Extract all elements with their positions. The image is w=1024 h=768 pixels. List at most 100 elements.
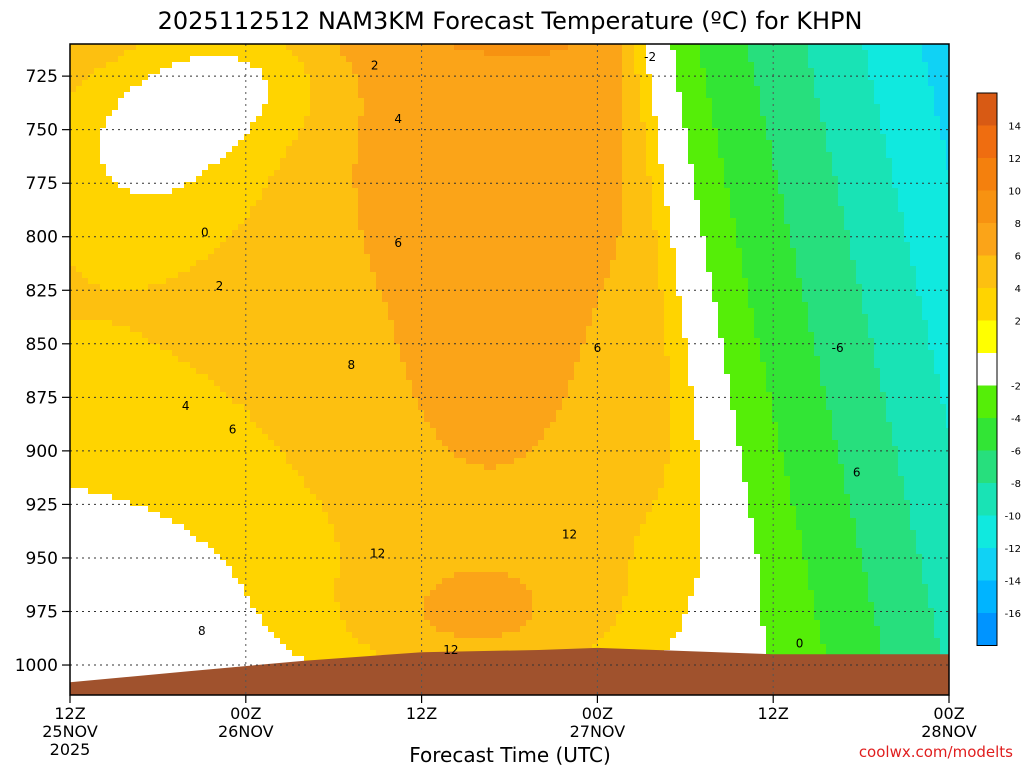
field-cell: [730, 164, 737, 171]
field-cell: [922, 188, 929, 195]
field-cell: [442, 242, 449, 249]
field-cell: [76, 176, 83, 183]
field-cell: [820, 236, 827, 243]
field-cell: [808, 242, 815, 249]
field-cell: [838, 62, 845, 69]
field-cell: [166, 158, 173, 165]
field-cell: [322, 164, 329, 171]
field-cell: [538, 188, 545, 195]
field-cell: [208, 50, 215, 57]
field-cell: [856, 224, 863, 231]
field-cell: [676, 56, 683, 63]
field-cell: [70, 200, 77, 207]
field-cell: [514, 110, 521, 117]
field-cell: [670, 62, 677, 69]
field-cell: [406, 110, 413, 117]
field-cell: [568, 86, 575, 93]
field-cell: [706, 176, 713, 183]
field-cell: [424, 242, 431, 249]
field-cell: [934, 122, 941, 129]
field-cell: [712, 140, 719, 147]
field-cell: [160, 68, 167, 75]
field-cell: [586, 122, 593, 129]
field-cell: [940, 182, 947, 189]
field-cell: [292, 152, 299, 159]
field-cell: [610, 44, 617, 51]
field-cell: [640, 152, 647, 159]
field-cell: [298, 230, 305, 237]
field-cell: [310, 218, 317, 225]
field-cell: [514, 128, 521, 135]
field-cell: [280, 62, 287, 69]
field-cell: [706, 86, 713, 93]
field-cell: [502, 194, 509, 201]
field-cell: [880, 170, 887, 177]
field-cell: [748, 194, 755, 201]
field-cell: [430, 56, 437, 63]
field-cell: [490, 80, 497, 87]
field-cell: [634, 44, 641, 51]
field-cell: [742, 170, 749, 177]
field-cell: [814, 164, 821, 171]
field-cell: [790, 80, 797, 87]
field-cell: [250, 140, 257, 147]
field-cell: [136, 134, 143, 141]
field-cell: [388, 170, 395, 177]
field-cell: [946, 164, 950, 171]
field-cell: [568, 212, 575, 219]
field-cell: [514, 182, 521, 189]
field-cell: [400, 98, 407, 105]
field-cell: [442, 134, 449, 141]
field-cell: [238, 50, 245, 57]
field-cell: [346, 62, 353, 69]
field-cell: [100, 134, 107, 141]
field-cell: [502, 158, 509, 165]
field-cell: [544, 164, 551, 171]
field-cell: [214, 104, 221, 111]
field-cell: [244, 56, 251, 63]
field-cell: [874, 98, 881, 105]
field-cell: [904, 140, 911, 147]
field-cell: [490, 74, 497, 81]
field-cell: [574, 218, 581, 225]
field-cell: [496, 224, 503, 231]
field-cell: [868, 50, 875, 57]
field-cell: [472, 104, 479, 111]
field-cell: [532, 56, 539, 63]
field-cell: [940, 86, 947, 93]
field-cell: [922, 194, 929, 201]
field-cell: [268, 158, 275, 165]
field-cell: [766, 140, 773, 147]
field-cell: [826, 170, 833, 177]
field-cell: [538, 86, 545, 93]
field-cell: [808, 152, 815, 159]
field-cell: [496, 200, 503, 207]
field-cell: [256, 218, 263, 225]
field-cell: [274, 188, 281, 195]
field-cell: [382, 62, 389, 69]
field-cell: [166, 122, 173, 129]
field-cell: [868, 206, 875, 213]
field-cell: [766, 122, 773, 129]
field-cell: [928, 212, 935, 219]
field-cell: [142, 176, 149, 183]
field-cell: [484, 212, 491, 219]
field-cell: [442, 212, 449, 219]
field-cell: [256, 164, 263, 171]
field-cell: [502, 146, 509, 153]
field-cell: [910, 140, 917, 147]
field-cell: [784, 62, 791, 69]
field-cell: [874, 206, 881, 213]
field-cell: [916, 158, 923, 165]
field-cell: [580, 152, 587, 159]
field-cell: [208, 158, 215, 165]
field-cell: [280, 50, 287, 57]
field-cell: [838, 146, 845, 153]
field-cell: [94, 188, 101, 195]
field-cell: [250, 170, 257, 177]
field-cell: [370, 134, 377, 141]
field-cell: [382, 110, 389, 117]
field-cell: [244, 194, 251, 201]
field-cell: [196, 98, 203, 105]
field-cell: [586, 56, 593, 63]
